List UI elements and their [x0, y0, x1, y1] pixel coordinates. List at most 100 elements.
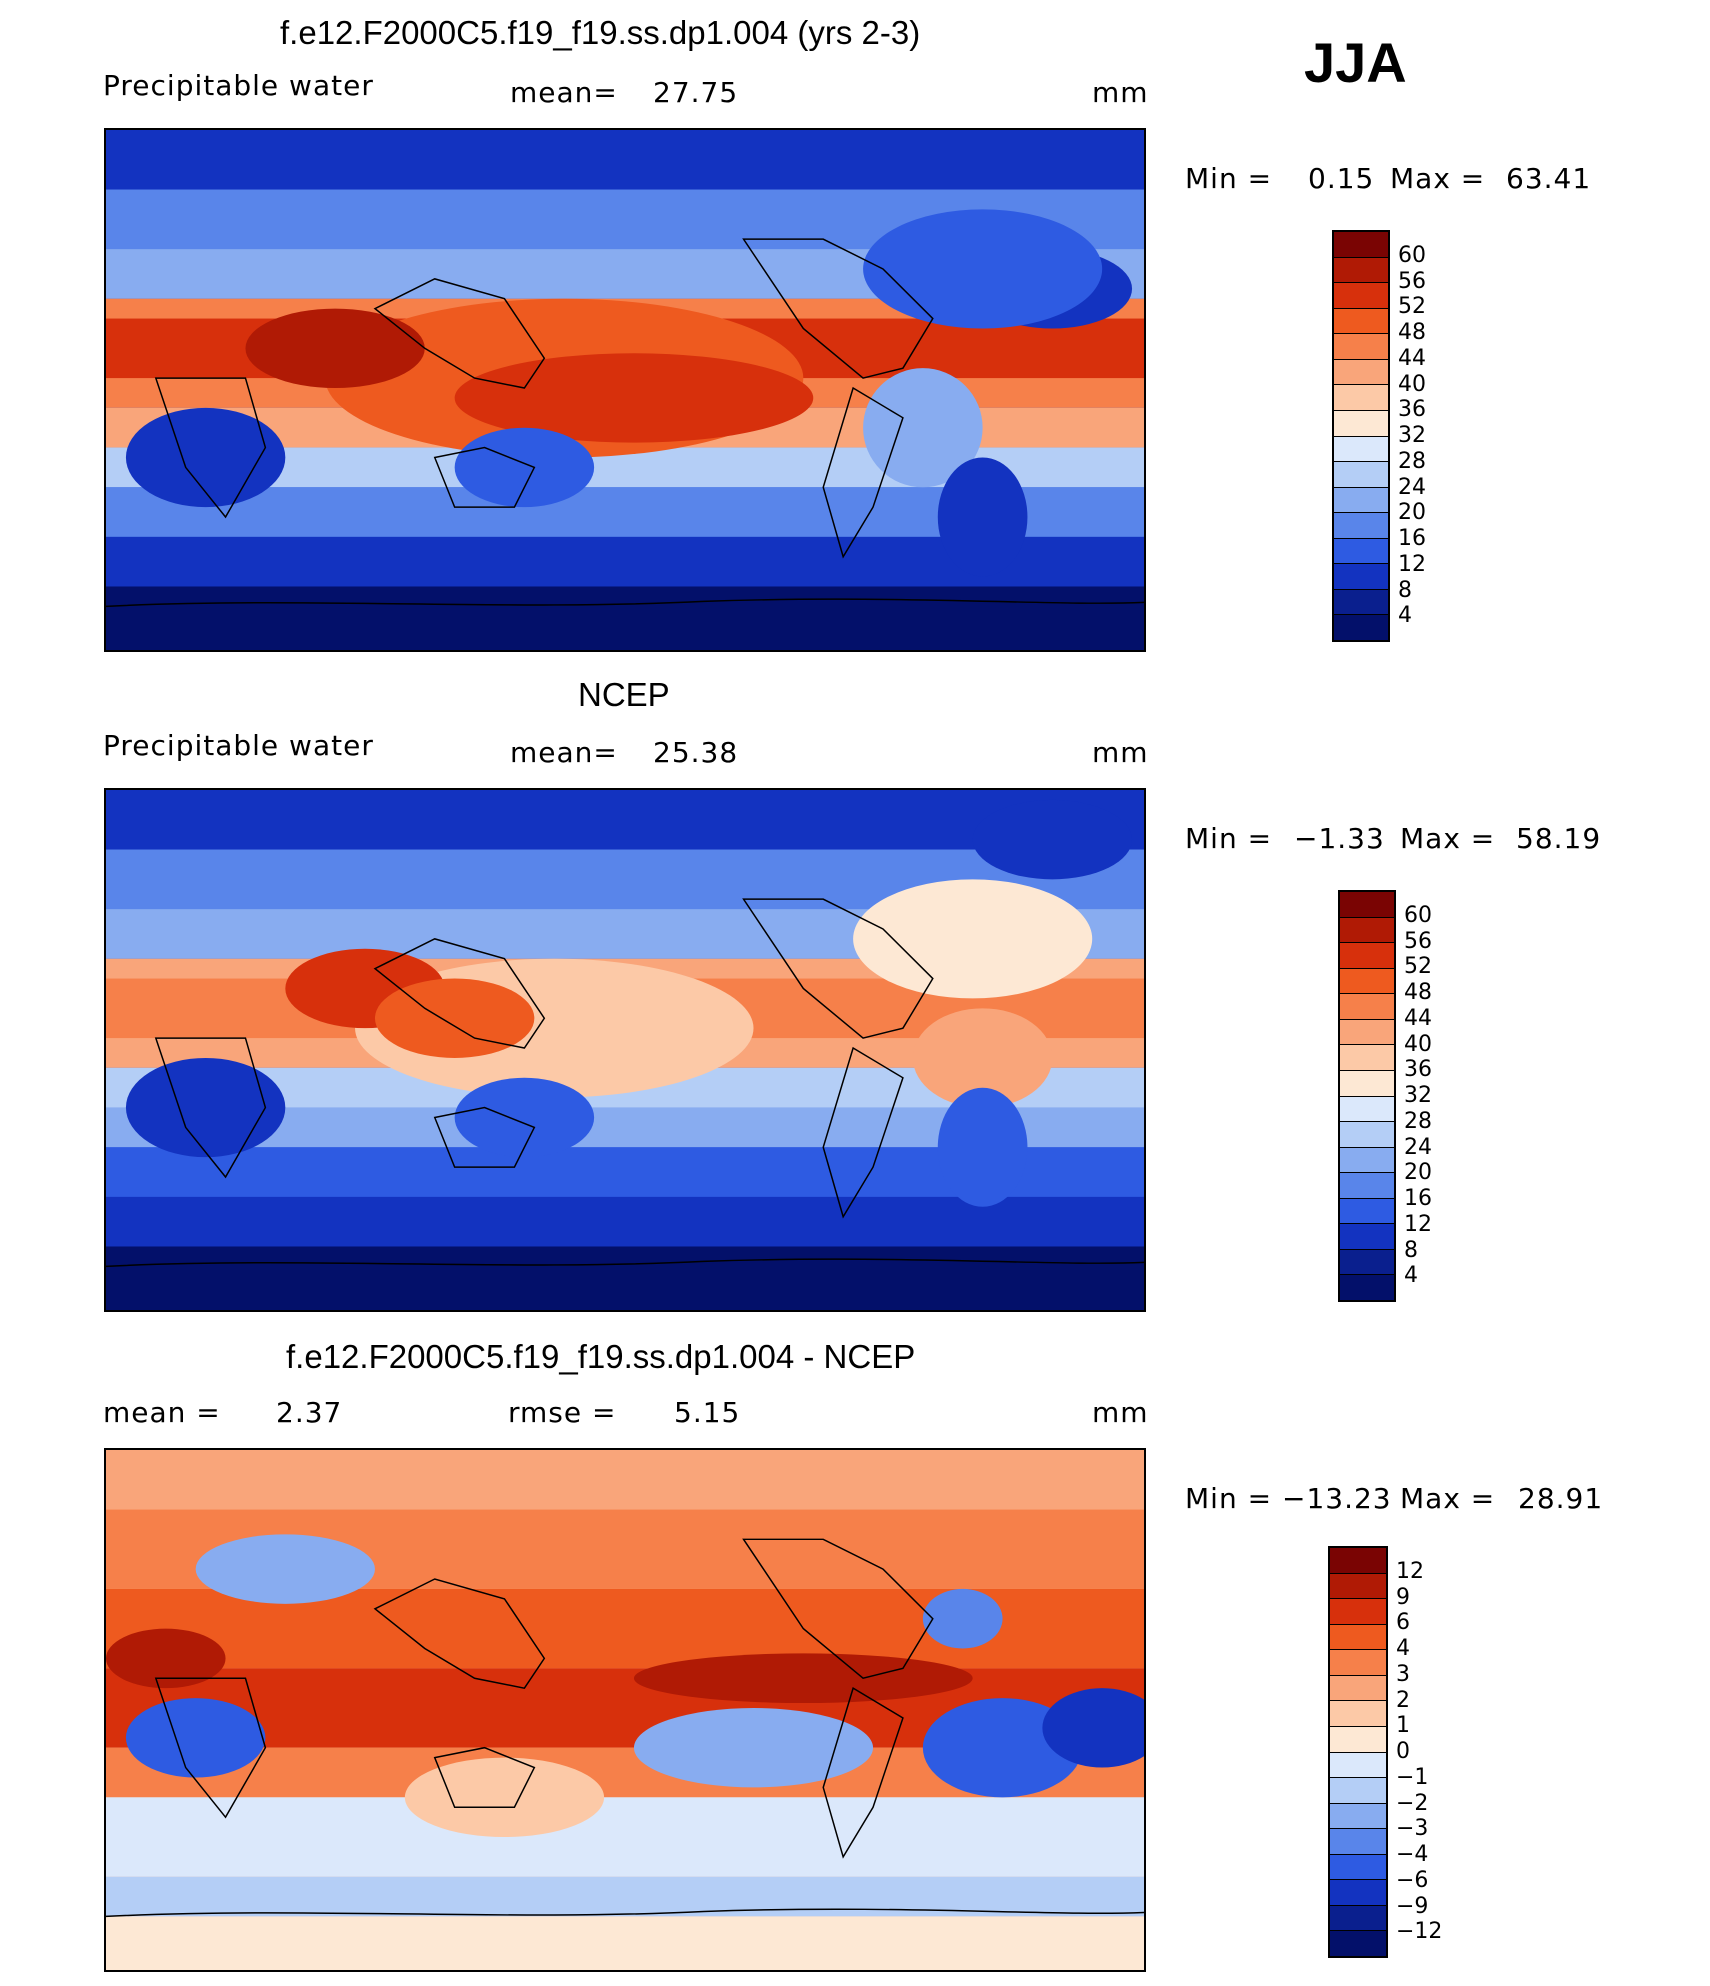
- colorbar-segment: [1330, 1624, 1386, 1651]
- panel1-max-label: Max =: [1390, 162, 1486, 195]
- colorbar-tick-label: 16: [1404, 1186, 1432, 1211]
- panel3-mean-label: mean =: [103, 1396, 221, 1429]
- colorbar-tick-label: 40: [1398, 371, 1426, 397]
- colorbar-tick-label: −12: [1396, 1919, 1443, 1945]
- colorbar-segment: [1340, 1173, 1394, 1199]
- colorbar-segment: [1334, 462, 1388, 488]
- colorbar-segment: [1334, 232, 1388, 258]
- colorbar-tick-label: 32: [1404, 1083, 1432, 1108]
- colorbar-tick-label: 6: [1396, 1610, 1410, 1636]
- panel2-min-label: Min =: [1185, 822, 1273, 855]
- colorbar-segment: [1340, 917, 1394, 944]
- panel3-title: f.e12.F2000C5.f19_f19.ss.dp1.004 - NCEP: [286, 1338, 916, 1375]
- panel2-map-field: [106, 790, 1144, 1310]
- colorbar-tick-label: 48: [1404, 980, 1432, 1005]
- panel3-min-value: −13.23: [1282, 1482, 1392, 1515]
- colorbar-segment: [1340, 1275, 1394, 1300]
- colorbar-segment: [1330, 1778, 1386, 1804]
- panel3-rmse-value: 5.15: [674, 1396, 741, 1429]
- panel1-max-value: 63.41: [1506, 162, 1592, 195]
- colorbar-segment: [1330, 1650, 1386, 1676]
- colorbar-segment: [1334, 564, 1388, 590]
- colorbar-segment: [1340, 1045, 1394, 1071]
- colorbar-tick-label: 56: [1404, 928, 1432, 954]
- colorbar-segment: [1330, 1548, 1386, 1574]
- colorbar-tick-label: 32: [1398, 423, 1426, 448]
- panel3-colorbar: [1328, 1546, 1388, 1958]
- panel2-units: mm: [1092, 736, 1149, 769]
- colorbar-segment: [1330, 1599, 1386, 1625]
- panel1-units: mm: [1092, 76, 1149, 109]
- colorbar-tick-label: 2: [1396, 1687, 1410, 1713]
- panel3-units: mm: [1092, 1396, 1149, 1429]
- colorbar-tick-label: −1: [1396, 1764, 1429, 1790]
- colorbar-tick-label: −9: [1396, 1893, 1429, 1919]
- panel1-min-value: 0.15: [1308, 162, 1375, 195]
- colorbar-segment: [1334, 513, 1388, 539]
- panel2-mean-label: mean=: [510, 736, 618, 769]
- panel2-max-value: 58.19: [1516, 822, 1602, 855]
- colorbar-tick-label: 4: [1398, 603, 1412, 629]
- colorbar-tick-label: 44: [1404, 1005, 1432, 1031]
- colorbar-tick-label: 60: [1398, 242, 1426, 268]
- colorbar-segment: [1340, 1224, 1394, 1250]
- colorbar-segment: [1334, 334, 1388, 360]
- colorbar-segment: [1340, 968, 1394, 995]
- colorbar-tick-label: 12: [1396, 1558, 1424, 1584]
- colorbar-tick-label: 24: [1404, 1134, 1432, 1160]
- colorbar-tick-label: −2: [1396, 1790, 1429, 1816]
- panel1-mean-value: 27.75: [653, 76, 739, 109]
- panel1-title: f.e12.F2000C5.f19_f19.ss.dp1.004 (yrs 2-…: [280, 14, 921, 51]
- colorbar-segment: [1334, 283, 1388, 309]
- colorbar-tick-label: 48: [1398, 320, 1426, 345]
- colorbar-segment: [1330, 1701, 1386, 1727]
- season-label: JJA: [1304, 31, 1407, 94]
- colorbar-tick-label: 56: [1398, 268, 1426, 294]
- panel3-map-field: [106, 1450, 1144, 1970]
- colorbar-segment: [1330, 1905, 1386, 1932]
- colorbar-segment: [1330, 1854, 1386, 1881]
- colorbar-tick-label: 28: [1398, 448, 1426, 474]
- colorbar-segment: [1340, 1147, 1394, 1174]
- colorbar-segment: [1330, 1752, 1386, 1779]
- panel2-ncep-map: [104, 788, 1146, 1312]
- colorbar-segment: [1334, 385, 1388, 411]
- panel3-rmse-label: rmse =: [508, 1396, 617, 1429]
- colorbar-tick-label: 40: [1404, 1031, 1432, 1057]
- colorbar-segment: [1340, 994, 1394, 1020]
- colorbar-tick-label: 52: [1404, 954, 1432, 980]
- panel2-colorbar: [1338, 890, 1396, 1302]
- panel2-max-label: Max =: [1400, 822, 1496, 855]
- colorbar-segment: [1330, 1726, 1386, 1753]
- panel3-mean-value: 2.37: [276, 1396, 343, 1429]
- colorbar-tick-label: 24: [1398, 474, 1426, 500]
- panel3-difference-map: [104, 1448, 1146, 1972]
- colorbar-segment: [1334, 436, 1388, 463]
- colorbar-segment: [1330, 1931, 1386, 1956]
- colorbar-tick-label: 8: [1398, 577, 1412, 603]
- colorbar-tick-label: 16: [1398, 526, 1426, 551]
- colorbar-segment: [1340, 943, 1394, 969]
- panel3-max-value: 28.91: [1518, 1482, 1604, 1515]
- colorbar-segment: [1334, 487, 1388, 514]
- panel3-max-label: Max =: [1400, 1482, 1496, 1515]
- colorbar-segment: [1340, 1122, 1394, 1148]
- colorbar-tick-label: 36: [1398, 397, 1426, 423]
- colorbar-tick-label: 3: [1396, 1661, 1410, 1687]
- colorbar-segment: [1334, 589, 1388, 616]
- colorbar-tick-label: 4: [1404, 1263, 1418, 1289]
- panel1-mean-label: mean=: [510, 76, 618, 109]
- colorbar-segment: [1334, 538, 1388, 565]
- panel1-colorbar: [1332, 230, 1390, 642]
- colorbar-tick-label: 4: [1396, 1636, 1410, 1661]
- colorbar-segment: [1340, 1249, 1394, 1276]
- panel1-min-label: Min =: [1185, 162, 1273, 195]
- colorbar-tick-label: 44: [1398, 345, 1426, 371]
- colorbar-tick-label: −4: [1396, 1842, 1429, 1867]
- colorbar-tick-label: −3: [1396, 1816, 1429, 1842]
- colorbar-segment: [1334, 615, 1388, 640]
- colorbar-segment: [1340, 1019, 1394, 1046]
- colorbar-tick-label: 12: [1398, 551, 1426, 577]
- panel2-mean-value: 25.38: [653, 736, 739, 769]
- panel3-min-label: Min =: [1185, 1482, 1273, 1515]
